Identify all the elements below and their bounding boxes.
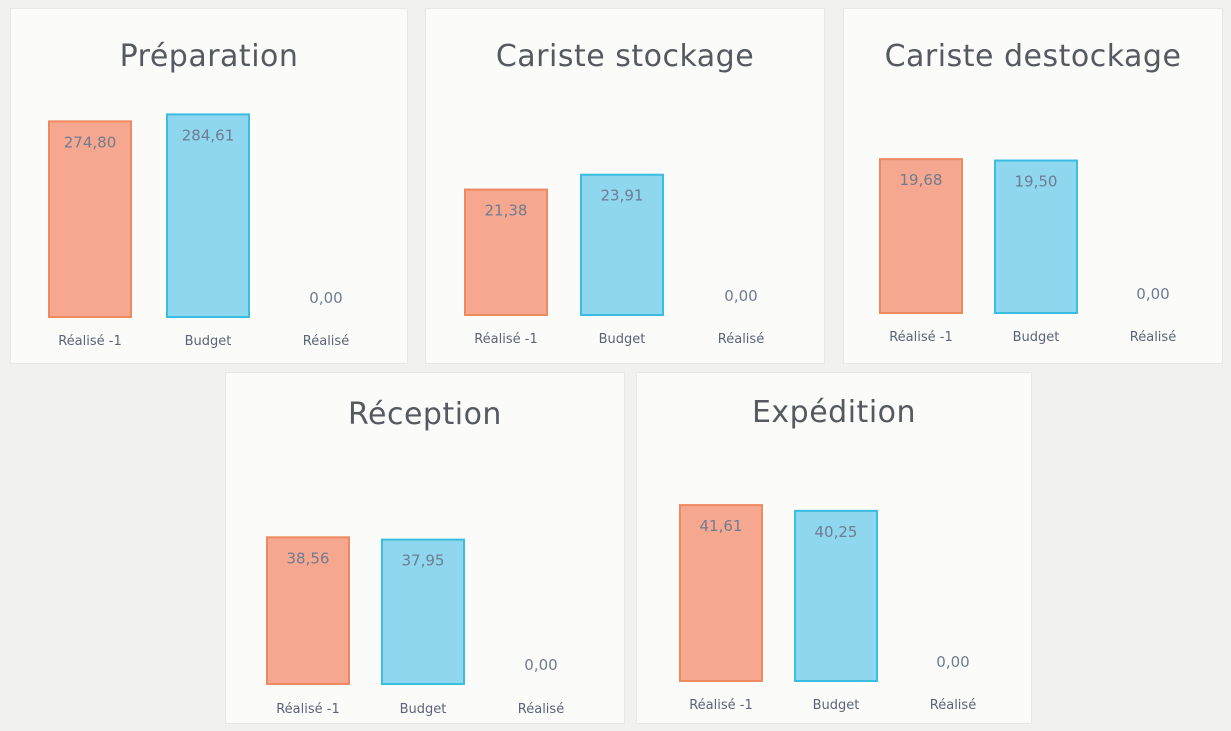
chart-panel-cariste-destockage: Cariste destockage 19,68 Réalisé -1 19,50 B… (843, 8, 1223, 364)
bar-budget (381, 538, 465, 685)
bar-budget (166, 113, 250, 318)
bar-budget (580, 173, 664, 316)
category-label: Réalisé -1 (474, 332, 538, 347)
category-label: Réalisé (718, 332, 764, 347)
bar-chart-svg: 274,80 Réalisé -1 284,61 Budget 0,00 Réalisé (48, 113, 349, 349)
value-label: 0,00 (1136, 285, 1169, 303)
category-label: Budget (813, 698, 860, 713)
category-label: Réalisé (518, 702, 564, 717)
category-label: Budget (185, 334, 232, 349)
value-label: 21,38 (485, 202, 528, 220)
value-label: 41,61 (700, 517, 743, 535)
bar-budget (794, 509, 878, 682)
bar-realise-1 (48, 120, 132, 319)
bar-chart-svg: 41,61 Réalisé -1 40,25 Budget 0,00 Réalisé (679, 504, 976, 713)
value-label: 40,25 (815, 523, 858, 541)
value-label: 0,00 (309, 289, 342, 307)
value-label: 0,00 (724, 287, 757, 305)
bar-realise-1 (679, 504, 763, 682)
bar-chart-svg: 38,56 Réalisé -1 37,95 Budget 0,00 Réalisé (266, 536, 564, 717)
category-label: Réalisé -1 (58, 334, 122, 349)
chart-title: Expédition (751, 395, 917, 430)
chart-title: Préparation (119, 39, 299, 74)
category-label: Réalisé -1 (889, 330, 953, 345)
category-label: Budget (1013, 330, 1060, 345)
category-label: Réalisé -1 (689, 698, 753, 713)
chart-panel-preparation: Préparation 274,80 Réalisé -1 284,61 Budget… (10, 8, 408, 364)
bar-realise-1 (879, 158, 963, 314)
value-label: 0,00 (524, 656, 557, 674)
value-label: 0,00 (936, 653, 969, 671)
value-label: 274,80 (64, 133, 117, 151)
value-label: 37,95 (402, 552, 445, 570)
bar-chart-svg: 19,68 Réalisé -1 19,50 Budget 0,00 Réalisé (879, 158, 1176, 345)
value-label: 38,56 (287, 549, 330, 567)
chart-title: Cariste destockage (884, 39, 1182, 74)
bar-budget (994, 159, 1078, 314)
value-label: 19,50 (1015, 173, 1058, 191)
category-label: Réalisé (1130, 330, 1176, 345)
chart-panel-reception: Réception 38,56 Réalisé -1 37,95 Budget 0,00… (225, 372, 625, 724)
category-label: Réalisé (930, 698, 976, 713)
chart-title: Cariste stockage (495, 39, 755, 74)
value-label: 19,68 (900, 171, 943, 189)
bar-realise-1 (464, 188, 548, 316)
chart-title: Réception (348, 397, 502, 432)
category-label: Réalisé -1 (276, 702, 340, 717)
chart-panel-expedition: Expédition 41,61 Réalisé -1 40,25 Budget 0,0… (636, 372, 1032, 724)
bar-realise-1 (266, 536, 350, 685)
value-label: 23,91 (601, 187, 644, 205)
chart-panel-cariste-stockage: Cariste stockage 21,38 Réalisé -1 23,91 Bud… (425, 8, 825, 364)
category-label: Budget (599, 332, 646, 347)
category-label: Réalisé (303, 334, 349, 349)
value-label: 284,61 (182, 126, 235, 144)
category-label: Budget (400, 702, 447, 717)
bar-chart-svg: 21,38 Réalisé -1 23,91 Budget 0,00 Réalisé (464, 173, 764, 347)
